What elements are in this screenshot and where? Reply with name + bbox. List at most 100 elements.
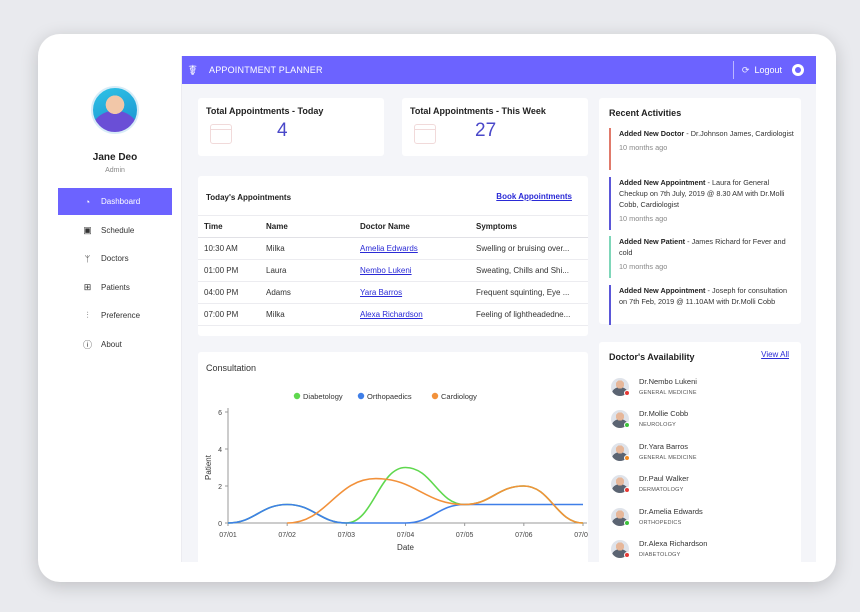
- cell-name: Adams: [260, 281, 354, 304]
- table-row[interactable]: 04:00 PM Adams Yara Barros Frequent squi…: [198, 281, 588, 304]
- doctor-item[interactable]: Dr.Mollie Cobb NEUROLOGY: [611, 407, 791, 437]
- activity-item: Added New Doctor - Dr.Johnson James, Car…: [609, 128, 795, 170]
- patients-icon: ⊞: [83, 281, 92, 292]
- stat-title: Total Appointments - This Week: [410, 106, 546, 116]
- github-icon[interactable]: [792, 64, 804, 76]
- x-tick-label: 07/04: [397, 532, 415, 539]
- sidebar-item-about[interactable]: ⓘ About: [58, 331, 172, 358]
- x-tick-label: 07/07: [574, 532, 588, 539]
- doctor-item[interactable]: Dr.Yara Barros GENERAL MEDICINE: [611, 440, 791, 470]
- app-title: APPOINTMENT PLANNER: [209, 65, 323, 75]
- cell-name: Milka: [260, 237, 354, 260]
- sliders-icon: ⫶: [86, 310, 89, 320]
- activity-label: Added New Patient: [619, 237, 686, 246]
- table-row[interactable]: 07:00 PM Milka Alexa Richardson Feeling …: [198, 303, 588, 326]
- x-tick-label: 07/01: [219, 532, 237, 539]
- sidebar-item-preference[interactable]: ⫶ Preference: [58, 302, 172, 329]
- cell-time: 01:00 PM: [198, 259, 260, 282]
- activity-item: Added New Patient - James Richard for Fe…: [609, 236, 795, 278]
- legend-marker: [431, 392, 439, 400]
- logout-button[interactable]: Logout: [754, 65, 782, 75]
- cell-doctor: Yara Barros: [354, 281, 470, 304]
- sidebar-item-dashboard[interactable]: ◔ Dashboard: [58, 188, 172, 215]
- doctor-item[interactable]: Dr.Nembo Lukeni GENERAL MEDICINE: [611, 375, 791, 405]
- stat-title: Total Appointments - Today: [206, 106, 324, 116]
- sidebar-item-doctors[interactable]: ᛘ Doctors: [58, 245, 172, 272]
- doctor-name: Dr.Paul Walker: [639, 474, 689, 483]
- doctor-specialty: ORTHOPEDICS: [639, 520, 682, 526]
- avatar[interactable]: [91, 86, 139, 134]
- activity-time: 10 months ago: [619, 262, 668, 271]
- doctor-link[interactable]: Nembo Lukeni: [360, 266, 412, 275]
- caduceus-icon: ☤: [188, 61, 198, 78]
- doctor-link[interactable]: Alexa Richardson: [360, 310, 423, 319]
- sidebar-nav: ◔ Dashboard ▣ Schedule ᛘ Doctors ⊞ Patie…: [58, 188, 172, 359]
- book-appointments-link[interactable]: Book Appointments: [496, 192, 572, 201]
- user-name: Jane Deo: [92, 152, 138, 163]
- status-dot: [624, 487, 630, 493]
- y-tick-label: 4: [218, 447, 222, 454]
- sidebar-item-label: Schedule: [101, 225, 135, 235]
- y-axis-label: Patient: [204, 454, 213, 480]
- cell-symptoms: Swelling or bruising over...: [470, 237, 588, 260]
- doctor-specialty: DIABETOLOGY: [639, 552, 681, 558]
- table-row[interactable]: 10:30 AM Milka Amelia Edwards Swelling o…: [198, 237, 588, 260]
- doctor-link[interactable]: Amelia Edwards: [360, 244, 418, 253]
- y-tick-label: 0: [218, 521, 222, 528]
- activity-time: 10 months ago: [619, 143, 668, 152]
- cell-symptoms: Sweating, Chills and Shi...: [470, 259, 588, 282]
- top-header: ☤ APPOINTMENT PLANNER ⟳ Logout: [182, 56, 816, 84]
- activity-text: - Laura for General Checkup on 7th July,…: [619, 178, 785, 209]
- legend-label: Cardiology: [441, 392, 477, 401]
- user-role: Admin: [105, 167, 125, 174]
- consultation-card: Consultation 0 2 4 6 07/01 07/02 07/03 07/04 07/…: [198, 352, 588, 562]
- cell-symptoms: Frequent squinting, Eye ...: [470, 281, 588, 304]
- activity-text: - Joseph for consultation on 7th Feb, 20…: [619, 286, 788, 306]
- col-symptoms: Symptoms: [470, 215, 588, 238]
- x-tick-label: 07/05: [456, 532, 474, 539]
- table-row[interactable]: 01:00 PM Laura Nembo Lukeni Sweating, Ch…: [198, 259, 588, 282]
- doctor-link[interactable]: Yara Barros: [360, 288, 403, 297]
- doctor-specialty: GENERAL MEDICINE: [639, 455, 697, 461]
- sidebar-item-label: Dashboard: [101, 197, 141, 206]
- doctor-specialty: DERMATOLOGY: [639, 487, 684, 493]
- sidebar-item-patients[interactable]: ⊞ Patients: [58, 274, 172, 301]
- status-dot: [624, 390, 630, 396]
- app-window: Jane Deo Admin ◔ Dashboard ▣ Schedule ᛘ …: [58, 56, 816, 562]
- calendar-icon: [414, 124, 436, 144]
- series-line: [287, 477, 584, 524]
- cell-doctor: Amelia Edwards: [354, 237, 470, 260]
- series-line: [227, 466, 584, 524]
- activity-item: Added New Appointment - Joseph for consu…: [609, 285, 795, 325]
- doctor-item[interactable]: Dr.Amelia Edwards ORTHOPEDICS: [611, 505, 791, 535]
- appointments-table: Time Name Doctor Name Symptoms 10:30 AM …: [198, 215, 588, 326]
- stat-card-week: Total Appointments - This Week 27: [402, 98, 588, 156]
- stethoscope-icon: ᛘ: [84, 253, 91, 264]
- doctor-name: Dr.Yara Barros: [639, 442, 689, 451]
- view-all-link[interactable]: View All: [761, 350, 789, 359]
- dashboard-icon: ◔: [84, 196, 91, 207]
- header-actions: ⟳ Logout: [732, 61, 816, 79]
- doctor-name: Dr.Nembo Lukeni: [639, 377, 697, 386]
- doctor-specialty: GENERAL MEDICINE: [639, 390, 697, 396]
- sidebar-item-schedule[interactable]: ▣ Schedule: [58, 217, 172, 244]
- status-dot: [624, 455, 630, 461]
- activity-time: 10 months ago: [619, 214, 668, 223]
- col-time: Time: [198, 215, 260, 238]
- cell-time: 10:30 AM: [198, 237, 260, 260]
- stat-card-today: Total Appointments - Today 4: [198, 98, 384, 156]
- sidebar: Jane Deo Admin ◔ Dashboard ▣ Schedule ᛘ …: [58, 56, 182, 562]
- activity-label: Added New Appointment: [619, 178, 706, 187]
- x-tick-label: 07/02: [278, 532, 296, 539]
- activity-label: Added New Appointment: [619, 286, 706, 295]
- activity-text: - Dr.Johnson James, Cardiologist: [684, 129, 794, 138]
- y-tick-label: 2: [218, 484, 222, 491]
- appointments-card: Today's Appointments Book Appointments T…: [198, 176, 588, 336]
- doctor-availability-card: Doctor's Availability View All Dr.Nembo …: [599, 342, 801, 562]
- activity-text: - James Richard for Fever and cold: [619, 237, 786, 257]
- cell-doctor: Nembo Lukeni: [354, 259, 470, 282]
- legend-marker: [357, 392, 365, 400]
- doctor-item[interactable]: Dr.Paul Walker DERMATOLOGY: [611, 472, 791, 502]
- doctor-item[interactable]: Dr.Alexa Richardson DIABETOLOGY: [611, 537, 791, 562]
- logout-icon[interactable]: ⟳: [741, 64, 750, 75]
